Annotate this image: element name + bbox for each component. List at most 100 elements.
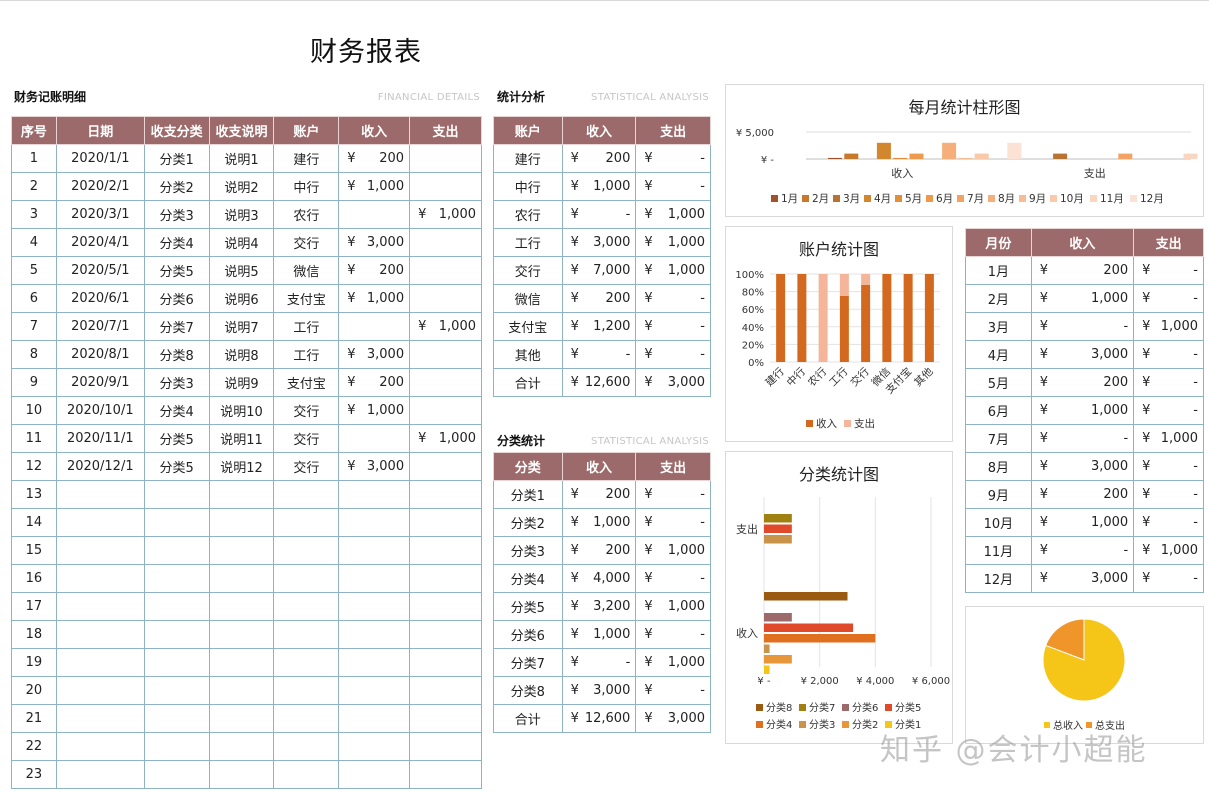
income-cell[interactable]: ¥ - (1030, 424, 1135, 453)
column-header[interactable]: 账户 (273, 116, 340, 145)
expense-cell[interactable] (409, 648, 482, 677)
row-number-cell[interactable]: 20 (11, 676, 57, 705)
description-cell[interactable]: 说明10 (208, 396, 275, 425)
income-cell[interactable]: ¥200 (561, 284, 637, 313)
date-cell[interactable] (55, 732, 145, 761)
row-label-cell[interactable]: 分类6 (493, 620, 563, 649)
expense-cell[interactable] (409, 564, 482, 593)
description-cell[interactable] (208, 648, 275, 677)
income-cell[interactable]: ¥1,000 (561, 172, 637, 201)
income-cell[interactable] (338, 312, 411, 341)
expense-cell[interactable] (409, 760, 482, 789)
column-header[interactable]: 支出 (635, 452, 711, 481)
description-cell[interactable] (208, 564, 275, 593)
description-cell[interactable] (208, 620, 275, 649)
description-cell[interactable]: 说明11 (208, 424, 275, 453)
income-cell[interactable] (338, 704, 411, 733)
expense-cell[interactable] (409, 172, 482, 201)
income-cell[interactable]: ¥200 (338, 256, 411, 285)
category-cell[interactable]: 分类2 (143, 172, 210, 201)
expense-cell[interactable]: ¥1,000 (635, 648, 711, 677)
date-cell[interactable]: 2020/3/1 (55, 200, 145, 229)
income-cell[interactable] (338, 676, 411, 705)
category-cell[interactable] (143, 676, 210, 705)
date-cell[interactable] (55, 704, 145, 733)
row-label-cell[interactable]: 支付宝 (493, 312, 563, 341)
row-number-cell[interactable]: 18 (11, 620, 57, 649)
expense-cell[interactable] (409, 480, 482, 509)
income-cell[interactable]: ¥4,000 (561, 564, 637, 593)
category-cell[interactable]: 分类7 (143, 312, 210, 341)
description-cell[interactable] (208, 480, 275, 509)
row-number-cell[interactable]: 9 (11, 368, 57, 397)
income-cell[interactable] (338, 536, 411, 565)
description-cell[interactable] (208, 508, 275, 537)
date-cell[interactable]: 2020/4/1 (55, 228, 145, 257)
column-header[interactable]: 序号 (11, 116, 57, 145)
column-header[interactable]: 收入 (561, 116, 637, 145)
income-cell[interactable]: ¥200 (338, 368, 411, 397)
row-number-cell[interactable]: 11 (11, 424, 57, 453)
row-number-cell[interactable]: 3 (11, 200, 57, 229)
account-cell[interactable] (273, 536, 340, 565)
expense-cell[interactable]: ¥ - (1133, 452, 1204, 481)
description-cell[interactable] (208, 760, 275, 789)
row-number-cell[interactable]: 16 (11, 564, 57, 593)
expense-cell[interactable]: ¥ - (1133, 508, 1204, 537)
row-number-cell[interactable]: 22 (11, 732, 57, 761)
column-header[interactable]: 支出 (1133, 228, 1204, 257)
income-cell[interactable] (338, 480, 411, 509)
category-cell[interactable] (143, 564, 210, 593)
date-cell[interactable] (55, 620, 145, 649)
date-cell[interactable] (55, 648, 145, 677)
income-cell[interactable]: ¥ - (1030, 312, 1135, 341)
expense-cell[interactable]: ¥ - (635, 172, 711, 201)
column-header[interactable]: 日期 (55, 116, 145, 145)
monthly-bar-chart-panel[interactable]: 每月统计柱形图 ¥ 5,000 ¥ - 收入 支出 1月 2月 3月 4月 5月 6月 7月 8月 9月… (725, 84, 1204, 217)
expense-cell[interactable]: ¥ - (635, 312, 711, 341)
expense-cell[interactable] (409, 732, 482, 761)
row-label-cell[interactable]: 分类2 (493, 508, 563, 537)
description-cell[interactable] (208, 732, 275, 761)
row-label-cell[interactable]: 合计 (493, 368, 563, 397)
row-label-cell[interactable]: 微信 (493, 284, 563, 313)
date-cell[interactable]: 2020/8/1 (55, 340, 145, 369)
row-label-cell[interactable]: 2月 (965, 284, 1032, 313)
category-cell[interactable]: 分类5 (143, 256, 210, 285)
income-cell[interactable] (338, 508, 411, 537)
income-cell[interactable]: ¥3,000 (561, 228, 637, 257)
category-cell[interactable]: 分类3 (143, 368, 210, 397)
income-cell[interactable]: ¥ - (561, 200, 637, 229)
row-number-cell[interactable]: 23 (11, 760, 57, 789)
row-label-cell[interactable]: 分类4 (493, 564, 563, 593)
income-cell[interactable]: ¥200 (1030, 256, 1135, 285)
row-number-cell[interactable]: 14 (11, 508, 57, 537)
account-cell[interactable] (273, 648, 340, 677)
row-label-cell[interactable]: 其他 (493, 340, 563, 369)
row-label-cell[interactable]: 5月 (965, 368, 1032, 397)
category-cell[interactable] (143, 620, 210, 649)
expense-cell[interactable]: ¥1,000 (409, 200, 482, 229)
expense-cell[interactable] (409, 144, 482, 173)
account-cell[interactable]: 工行 (273, 312, 340, 341)
account-cell[interactable]: 交行 (273, 396, 340, 425)
account-cell[interactable] (273, 676, 340, 705)
pie-chart-panel[interactable]: 总收入 总支出 (965, 606, 1204, 744)
date-cell[interactable]: 2020/7/1 (55, 312, 145, 341)
expense-cell[interactable]: ¥ - (1133, 480, 1204, 509)
row-number-cell[interactable]: 13 (11, 480, 57, 509)
row-label-cell[interactable]: 8月 (965, 452, 1032, 481)
category-chart-panel[interactable]: 分类统计图 ¥ - ¥ 2,000 ¥ 4,000 ¥ 6,000 支出 收入 分类8 分类7… (725, 451, 953, 744)
income-cell[interactable]: ¥1,000 (1030, 284, 1135, 313)
income-cell[interactable]: ¥1,000 (338, 172, 411, 201)
category-cell[interactable]: 分类5 (143, 424, 210, 453)
expense-cell[interactable] (409, 536, 482, 565)
column-header[interactable]: 收支分类 (143, 116, 210, 145)
row-label-cell[interactable]: 12月 (965, 564, 1032, 593)
income-cell[interactable]: ¥200 (1030, 480, 1135, 509)
row-number-cell[interactable]: 5 (11, 256, 57, 285)
expense-cell[interactable] (409, 368, 482, 397)
expense-cell[interactable]: ¥1,000 (635, 228, 711, 257)
expense-cell[interactable]: ¥1,000 (1133, 312, 1204, 341)
category-cell[interactable]: 分类5 (143, 452, 210, 481)
